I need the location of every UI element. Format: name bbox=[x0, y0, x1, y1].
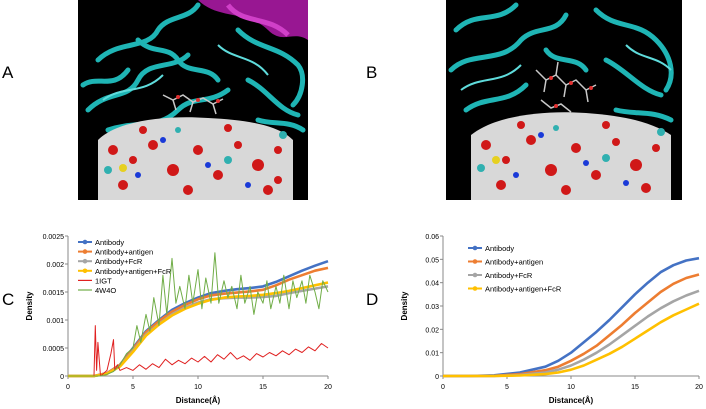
x-tick-label: 10 bbox=[194, 384, 202, 391]
series-line-fcr bbox=[443, 289, 700, 378]
legend-label: Antibody+FcR bbox=[95, 257, 143, 266]
series-line-w4o bbox=[68, 252, 329, 377]
y-tick-label: 0.04 bbox=[425, 281, 439, 288]
y-tick-label: 0.001 bbox=[46, 318, 64, 325]
y-tick-label: 0.05 bbox=[425, 257, 439, 264]
legend-marker-fcr bbox=[472, 272, 478, 278]
legend-label: Antibody+antigen bbox=[485, 258, 543, 267]
legend-label: Antibody bbox=[95, 238, 124, 247]
y-tick-label: 0.02 bbox=[425, 327, 439, 334]
x-tick-label: 0 bbox=[66, 384, 70, 391]
x-tick-label: 20 bbox=[324, 384, 332, 391]
x-tick-label: 5 bbox=[505, 384, 509, 391]
molecular-render-b bbox=[446, 0, 682, 200]
series-line-antigen_fcr bbox=[443, 302, 700, 378]
series-line-igt bbox=[68, 325, 329, 377]
x-axis-label: Distance(Å) bbox=[176, 396, 221, 405]
molecular-render-a bbox=[78, 0, 308, 200]
legend-marker-antigen bbox=[472, 259, 478, 264]
panel-label-c: C bbox=[2, 290, 15, 309]
x-axis-label: Distance(Å) bbox=[549, 396, 594, 405]
x-tick-label: 5 bbox=[131, 384, 135, 391]
legend-marker-fcr bbox=[82, 258, 88, 264]
protein-structure-image-b bbox=[448, 2, 674, 200]
y-tick-label: 0.06 bbox=[425, 234, 439, 241]
y-axis-label: Density bbox=[400, 291, 409, 320]
x-tick-label: 15 bbox=[259, 384, 267, 391]
y-tick-label: 0.03 bbox=[425, 304, 439, 311]
series-line-antigen bbox=[443, 273, 700, 378]
y-tick-label: 0.0025 bbox=[43, 234, 65, 241]
legend-label: Antibody bbox=[485, 244, 514, 253]
y-axis-label: Density bbox=[25, 291, 34, 320]
legend-marker-antibody bbox=[82, 239, 88, 245]
legend-label: Antibody+FcR bbox=[485, 271, 533, 280]
chart-c: 0 5 10 15 20 0 0.0005 0.001 0.0015 0.002 0.0025 Dis… bbox=[25, 234, 332, 405]
x-tick-label: 10 bbox=[567, 384, 575, 391]
panel-label-b: B bbox=[366, 63, 378, 82]
x-tick-label: 0 bbox=[441, 384, 445, 391]
legend-label: Antibody+antigen+FcR bbox=[95, 267, 172, 276]
x-tick-label: 15 bbox=[631, 384, 639, 391]
legend-marker-antigen_fcr bbox=[82, 268, 88, 274]
series-line-antigen_fcr bbox=[68, 281, 329, 378]
legend-marker-antigen bbox=[82, 249, 88, 254]
panel-label-a: A bbox=[2, 63, 14, 82]
legend-label: Antibody+antigen bbox=[95, 248, 153, 257]
y-tick-label: 0.0005 bbox=[43, 346, 65, 353]
y-tick-label: 0.0015 bbox=[43, 290, 65, 297]
panel-label-d: D bbox=[366, 290, 379, 309]
x-tick-label: 20 bbox=[695, 384, 703, 391]
legend-label: 4W4O bbox=[95, 286, 116, 295]
legend-label: Antibody+antigen+FcR bbox=[485, 285, 562, 294]
legend-marker-antigen_fcr bbox=[472, 286, 478, 291]
legend-label: 1IGT bbox=[95, 276, 112, 285]
y-tick-label: 0 bbox=[435, 374, 439, 381]
y-tick-label: 0 bbox=[60, 374, 64, 381]
y-tick-label: 0.002 bbox=[46, 262, 64, 269]
y-tick-label: 0.01 bbox=[425, 351, 439, 358]
legend-marker-antibody bbox=[472, 245, 478, 251]
chart-d: 0 5 10 15 20 0 0.01 0.02 0.03 0.04 0.05 0.06 Distanc… bbox=[400, 234, 703, 405]
protein-structure-image-a bbox=[80, 0, 308, 200]
